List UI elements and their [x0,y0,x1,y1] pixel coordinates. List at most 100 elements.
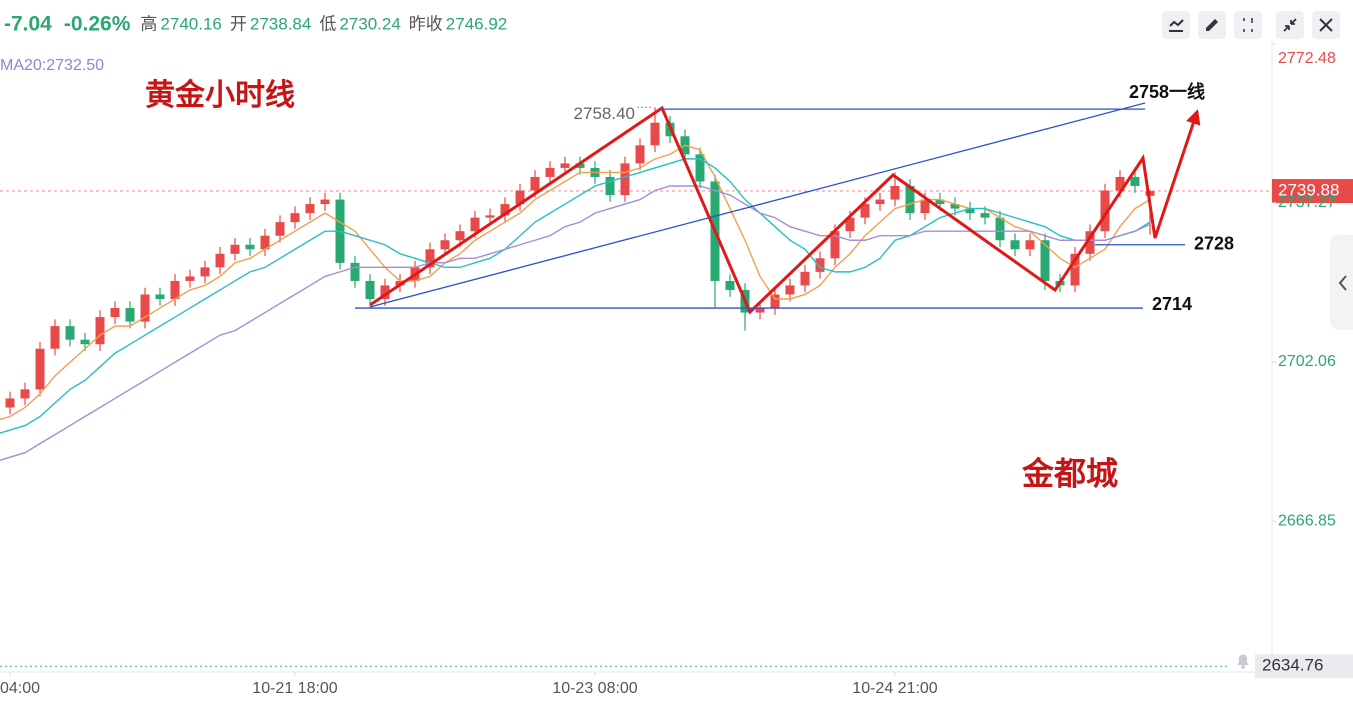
candle-body [200,267,210,277]
y-tick-label: 2702.06 [1278,353,1336,370]
candle-body [245,244,255,250]
candle-body [65,326,75,340]
x-tick-label: 10-23 08:00 [552,680,638,697]
candle-body [545,167,555,177]
candle-body [320,199,330,205]
candle-body [470,217,480,232]
candle-button[interactable] [1234,11,1262,39]
zigzag-forecast [369,105,1201,315]
candle-body [440,240,450,250]
candle-body [635,145,645,164]
last-price-label: 2739.88 [1278,181,1339,200]
candle-body [1130,176,1140,186]
stat-label: 开 [230,14,247,33]
moving-average-line [0,185,1151,461]
y-tick-label: 2772.48 [1278,50,1336,67]
x-tick-label: 10-24 21:00 [852,680,938,697]
tool-button[interactable] [1162,11,1190,39]
candle-body [140,294,150,322]
candle-body [80,339,90,345]
candle-body [35,348,45,390]
stat-value: 2738.84 [250,14,311,33]
candle-body [800,271,810,286]
candle-body [425,249,435,268]
candle-body [110,308,120,318]
candle-body [860,204,870,218]
candle-body [725,280,735,290]
chart-title: 黄金小时线 [145,78,295,112]
candle-body [485,215,495,218]
candle-body [350,262,360,281]
candle-body [305,204,315,214]
level-label: 2714 [1152,294,1192,314]
candle-body [125,308,135,322]
candle-body [905,185,915,214]
y-tick-label: 2737.27 [1278,194,1336,211]
x-tick-label: 04:00 [0,680,40,697]
candle-body [785,285,795,295]
stat-label: 低 [319,14,336,33]
close-button[interactable] [1312,11,1340,39]
price-change: -7.04 [4,13,52,36]
candle-body [455,231,465,241]
shrink-button[interactable] [1276,11,1304,39]
side-collapse-tab[interactable] [1330,235,1353,330]
candle-body [815,258,825,272]
candle-body [1025,240,1035,250]
candle-body [755,308,765,313]
candle-body [515,190,525,205]
alert-bell[interactable] [1237,654,1249,670]
alert-price-label: 2634.76 [1262,656,1323,675]
stat-value: 2730.24 [339,14,400,33]
candle-body [1115,176,1125,191]
moving-average-line [0,144,1151,421]
ma-legend: MA20:2732.50 [0,57,104,74]
candle-body [1040,240,1050,281]
price-change-pct: -0.26% [64,13,131,36]
draw-button[interactable] [1198,11,1226,39]
candle-body [875,199,885,205]
candle-body [260,235,270,250]
watermark: 金都城 [1021,455,1118,491]
candle-body [695,154,705,182]
candle-body [560,163,570,168]
candle-body [530,176,540,191]
moving-average-line [0,158,1151,434]
candle-body [965,208,975,214]
candle-body [95,317,105,345]
level-label: 2758一线 [1129,81,1205,102]
candle-body [290,213,300,223]
candle-body [170,280,180,300]
candle-body [575,163,585,168]
stat-label: 昨收 [409,14,443,33]
candle-body [770,294,780,309]
plot-area [0,107,1272,461]
candle-body [845,217,855,232]
candle-body [620,163,630,196]
candle-body [920,199,930,214]
x-tick-label: 10-21 18:00 [252,680,338,697]
candle-body [935,199,945,205]
last-price-box [1272,179,1353,204]
candle-body [155,294,165,300]
candle-body [830,231,840,259]
trend-line [369,102,1146,308]
stat-value: 2740.16 [160,14,221,33]
candle-body [650,122,660,146]
candle-body [1100,190,1110,232]
candle-body [1070,253,1080,286]
candle-body [365,280,375,300]
candle-body [1145,191,1155,196]
candle-body [890,185,900,200]
candle-body [20,389,30,399]
alert-price-box [1255,654,1353,679]
stat-value: 2746.92 [446,14,507,33]
level-label: 2728 [1194,234,1234,254]
candle-body [380,285,390,300]
candle-body [275,222,285,236]
